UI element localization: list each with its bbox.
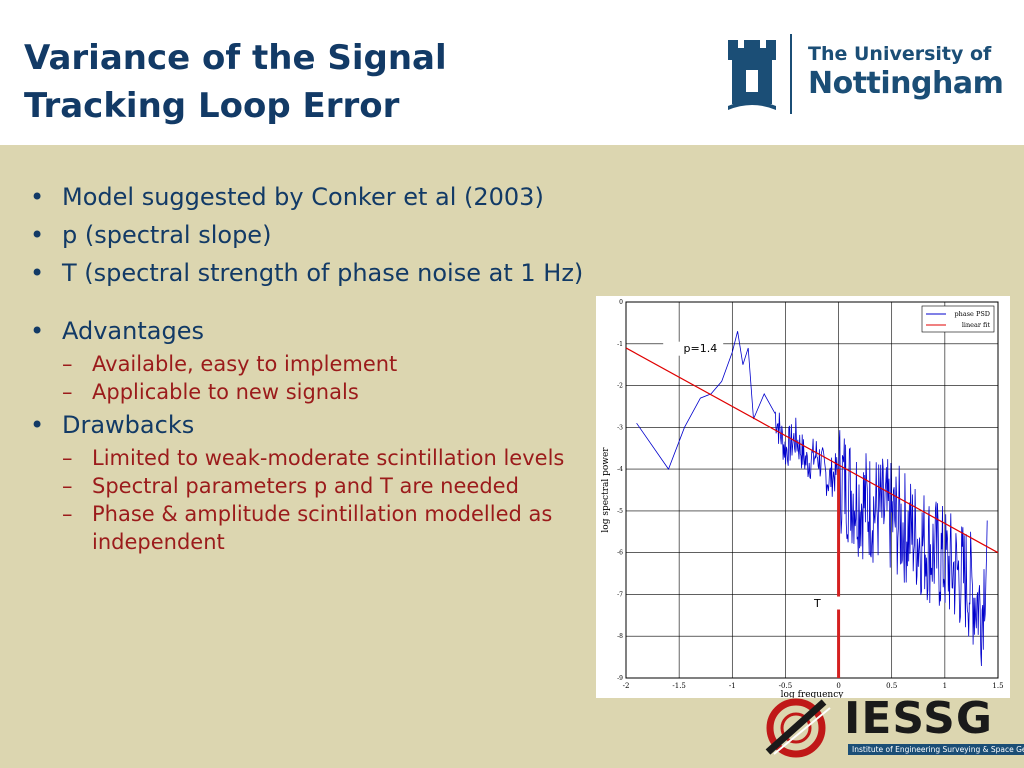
drawback-item: Spectral parameters p and T are needed <box>30 472 612 500</box>
x-tick-label: 1.5 <box>992 682 1003 690</box>
bullet-spectral-slope: p (spectral slope) <box>30 216 630 254</box>
x-tick-label: -2 <box>623 682 630 690</box>
bullet-spacer <box>30 292 630 312</box>
iessg-wordmark: IESSG <box>844 693 993 744</box>
bullet-model: Model suggested by Conker et al (2003) <box>30 178 630 216</box>
t-label-box <box>806 596 841 610</box>
y-tick-label: -4 <box>617 466 623 473</box>
castle-crest-icon <box>728 40 776 110</box>
x-tick-label: -1 <box>729 682 736 690</box>
title-line-2: Tracking Loop Error <box>24 86 400 126</box>
bullet-spectral-strength: T (spectral strength of phase noise at 1… <box>30 254 630 292</box>
psd-chart: -2 -1.5 -1 -0.5 0 0.5 1 1.50-1-2-3-4-5-6-7-8-9 … <box>596 296 1010 698</box>
drawback-item: Phase & amplitude scintillation modelled… <box>30 500 612 556</box>
slope-label-box <box>663 341 724 356</box>
title-line-1: Variance of the Signal <box>24 38 447 78</box>
drawback-item: Limited to weak-moderate scintillation l… <box>30 444 612 472</box>
y-tick-label: -7 <box>617 591 623 598</box>
logo-line-2: Nottingham <box>808 66 1004 101</box>
x-tick-label: 0.5 <box>886 682 897 690</box>
iessg-logo: IESSG Institute of Engineering Surveying… <box>760 693 1024 760</box>
logo-divider <box>790 34 792 114</box>
series-linear-fit <box>625 347 999 554</box>
logo-line-1: The University of <box>808 43 992 65</box>
content-bullets: Model suggested by Conker et al (2003) p… <box>30 178 630 556</box>
chart-annotations: p=1.4 T <box>663 341 841 678</box>
y-tick-label: -5 <box>617 508 623 515</box>
chart-y-label: log spectral power <box>601 447 611 533</box>
chart-x-label: log frequency <box>781 690 845 698</box>
series-phase-psd <box>636 331 988 667</box>
x-tick-label: -0.5 <box>779 682 793 690</box>
bullet-drawbacks: Drawbacks <box>30 406 630 444</box>
y-tick-label: -1 <box>617 341 623 348</box>
y-tick-label: -2 <box>617 383 623 390</box>
chart-background <box>596 296 1010 698</box>
y-tick-label: -9 <box>617 675 623 682</box>
y-tick-label: -8 <box>617 633 623 640</box>
x-tick-label: 0 <box>836 682 840 690</box>
legend-box <box>921 305 995 333</box>
slide-title: Variance of the Signal Tracking Loop Err… <box>24 34 447 130</box>
slope-annotation: p=1.4 <box>684 342 718 355</box>
y-tick-label: -6 <box>617 550 623 557</box>
chart-series <box>625 331 999 667</box>
slide-header: Variance of the Signal Tracking Loop Err… <box>0 0 1024 145</box>
logo-wordmark: The University of Nottingham <box>808 42 1004 102</box>
legend-entry-label: linear fit <box>962 321 991 329</box>
iessg-emblem-icon <box>765 698 831 758</box>
university-logo: The University of Nottingham <box>724 34 1004 114</box>
legend-entry-label: phase PSD <box>954 310 990 318</box>
x-tick-label: -1.5 <box>672 682 686 690</box>
plot-frame <box>625 301 999 679</box>
t-annotation: T <box>813 597 821 610</box>
chart-legend: phase PSD linear fit <box>921 305 995 333</box>
y-tick-label: 0 <box>619 299 623 306</box>
bullet-advantages: Advantages <box>30 312 630 350</box>
advantage-item: Available, easy to implement <box>30 350 630 378</box>
chart-axes: -2 -1.5 -1 -0.5 0 0.5 1 1.5 0 -1 -2 -3 -4 -5 -6 -7 -8 -9 <box>617 299 1003 690</box>
x-tick-label: 1 <box>943 682 947 690</box>
iessg-subtitle: Institute of Engineering Surveying & Spa… <box>848 744 1024 755</box>
advantage-item: Applicable to new signals <box>30 378 630 406</box>
y-tick-label: -3 <box>617 424 623 431</box>
